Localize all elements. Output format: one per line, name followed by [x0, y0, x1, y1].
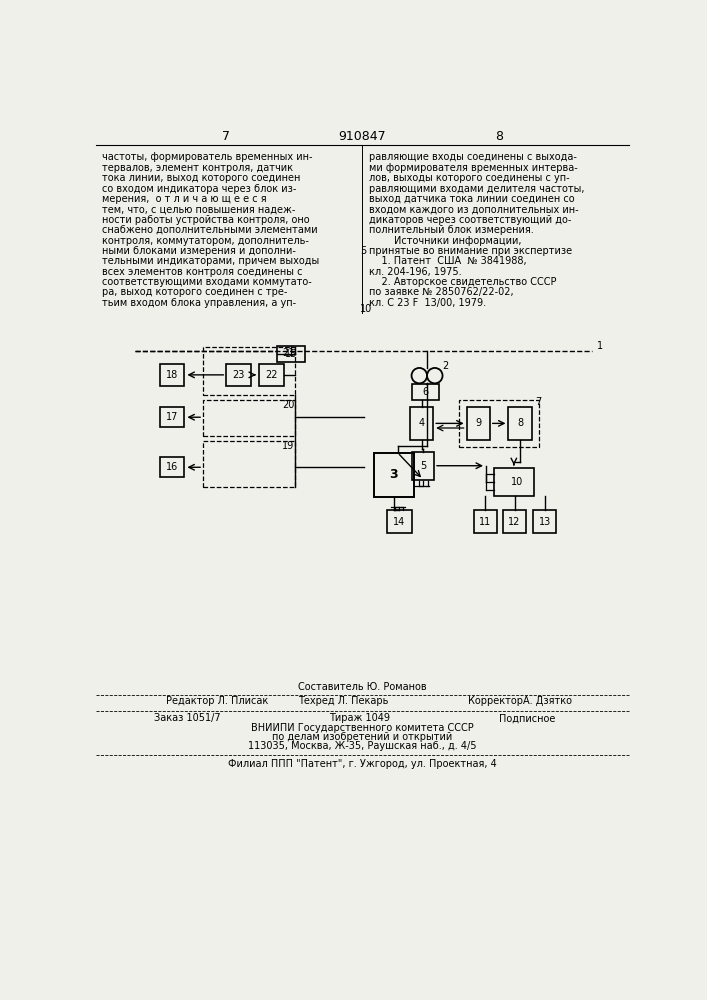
Text: ВНИИПИ Государственного комитета СССР: ВНИИПИ Государственного комитета СССР — [250, 723, 473, 733]
Text: 9: 9 — [475, 418, 481, 428]
Text: по делам изобретений и открытий: по делам изобретений и открытий — [271, 732, 452, 742]
Bar — [508, 407, 532, 440]
Bar — [459, 400, 539, 447]
Text: 2: 2 — [443, 361, 449, 371]
Text: 17: 17 — [166, 412, 178, 422]
Text: 10: 10 — [361, 304, 373, 314]
Text: 20: 20 — [282, 400, 295, 410]
Text: тьим входом блока управления, а уп-: тьим входом блока управления, а уп- — [103, 298, 296, 308]
Bar — [467, 407, 490, 440]
Text: кл. 204-196, 1975.: кл. 204-196, 1975. — [369, 267, 462, 277]
Text: 4: 4 — [419, 418, 425, 428]
Text: Редактор Л. Плисак: Редактор Л. Плисак — [166, 696, 268, 706]
Bar — [160, 457, 185, 477]
Text: мерения,  о т л и ч а ю щ е е с я: мерения, о т л и ч а ю щ е е с я — [103, 194, 267, 204]
Text: равляющими входами делителя частоты,: равляющими входами делителя частоты, — [369, 184, 585, 194]
Text: ности работы устройства контроля, оно: ности работы устройства контроля, оно — [103, 215, 310, 225]
Text: 2. Авторское свидетельство СССР: 2. Авторское свидетельство СССР — [369, 277, 556, 287]
Text: КорректорА. Дзятко: КорректорА. Дзятко — [468, 696, 572, 706]
Text: 10: 10 — [511, 477, 523, 487]
Text: тельными индикаторами, причем выходы: тельными индикаторами, причем выходы — [103, 256, 320, 266]
Text: 23: 23 — [233, 370, 245, 380]
Bar — [474, 510, 497, 533]
Text: 7: 7 — [534, 397, 541, 407]
Bar — [387, 510, 411, 533]
Text: 7: 7 — [221, 130, 230, 143]
Text: контроля, коммутатором, дополнитель-: контроля, коммутатором, дополнитель- — [103, 235, 309, 245]
Text: соответствующими входами коммутато-: соответствующими входами коммутато- — [103, 277, 312, 287]
Text: полнительный блок измерения.: полнительный блок измерения. — [369, 225, 534, 235]
Text: 14: 14 — [393, 517, 405, 527]
Text: тем, что, с целью повышения надеж-: тем, что, с целью повышения надеж- — [103, 204, 296, 214]
Text: снабжено дополнительными элементами: снабжено дополнительными элементами — [103, 225, 318, 235]
Text: со входом индикатора через блок из-: со входом индикатора через блок из- — [103, 184, 297, 194]
Text: дикаторов через соответствующий до-: дикаторов через соответствующий до- — [369, 215, 571, 225]
Text: тока линии, выход которого соединен: тока линии, выход которого соединен — [103, 173, 300, 183]
Text: кл. С 23 F  13/00, 1979.: кл. С 23 F 13/00, 1979. — [369, 298, 486, 308]
Bar — [203, 347, 295, 395]
Text: 1. Патент  США  № 3841988,: 1. Патент США № 3841988, — [369, 256, 527, 266]
Text: 13: 13 — [539, 517, 551, 527]
Text: 18: 18 — [166, 370, 178, 380]
Bar — [410, 407, 433, 440]
Bar — [373, 453, 414, 497]
Text: принятые во внимание при экспертизе: принятые во внимание при экспертизе — [369, 246, 572, 256]
Bar — [203, 400, 295, 436]
Bar — [226, 364, 251, 386]
Bar — [259, 364, 284, 386]
Text: Источники информации,: Источники информации, — [369, 235, 522, 245]
Bar — [503, 510, 526, 533]
Text: Составитель Ю. Романов: Составитель Ю. Романов — [298, 682, 426, 692]
Text: Филиал ППП "Патент", г. Ужгород, ул. Проектная, 4: Филиал ППП "Патент", г. Ужгород, ул. Про… — [228, 759, 496, 769]
Text: Заказ 1051/7: Заказ 1051/7 — [154, 713, 221, 723]
Text: 6: 6 — [423, 387, 428, 397]
Text: 8: 8 — [517, 418, 523, 428]
Text: тервалов, элемент контроля, датчик: тервалов, элемент контроля, датчик — [103, 163, 293, 173]
Text: ми формирователя временных интерва-: ми формирователя временных интерва- — [369, 163, 578, 173]
Text: Тираж 1049: Тираж 1049 — [329, 713, 390, 723]
Text: ра, выход которого соединен с тре-: ра, выход которого соединен с тре- — [103, 287, 288, 297]
Text: частоты, формирователь временных ин-: частоты, формирователь временных ин- — [103, 152, 312, 162]
Text: ными блоками измерения и дополни-: ными блоками измерения и дополни- — [103, 246, 296, 256]
Text: 16: 16 — [166, 462, 178, 472]
Text: 5: 5 — [361, 246, 367, 256]
Text: Техред Л. Пекарь: Техред Л. Пекарь — [298, 696, 388, 706]
Text: 5: 5 — [420, 461, 426, 471]
Text: равляющие входы соединены с выхода-: равляющие входы соединены с выхода- — [369, 152, 577, 162]
Bar — [533, 510, 556, 533]
Bar — [276, 346, 305, 362]
Text: 910847: 910847 — [338, 130, 386, 143]
Bar — [160, 407, 185, 427]
Text: Подписное: Подписное — [499, 713, 556, 723]
Text: 113035, Москва, Ж-35, Раушская наб., д. 4/5: 113035, Москва, Ж-35, Раушская наб., д. … — [247, 741, 477, 751]
Text: выход датчика тока линии соединен со: выход датчика тока линии соединен со — [369, 194, 575, 204]
Text: 3: 3 — [390, 468, 398, 481]
Text: входом каждого из дополнительных ин-: входом каждого из дополнительных ин- — [369, 204, 578, 214]
Bar — [411, 384, 440, 400]
Text: 12: 12 — [508, 517, 521, 527]
Text: 8: 8 — [495, 130, 503, 143]
Bar — [412, 452, 434, 480]
Text: 1: 1 — [597, 341, 603, 351]
Text: лов, выходы которого соединены с уп-: лов, выходы которого соединены с уп- — [369, 173, 570, 183]
Text: 21: 21 — [282, 348, 295, 358]
Text: 15: 15 — [284, 349, 297, 359]
Bar — [203, 441, 295, 487]
Bar — [160, 364, 185, 386]
Text: 22: 22 — [265, 370, 278, 380]
Text: всех элементов контроля соединены с: всех элементов контроля соединены с — [103, 267, 303, 277]
Text: 19: 19 — [282, 441, 294, 451]
Bar — [493, 468, 534, 496]
Text: по заявке № 2850762/22-02,: по заявке № 2850762/22-02, — [369, 287, 513, 297]
Text: 11: 11 — [479, 517, 491, 527]
